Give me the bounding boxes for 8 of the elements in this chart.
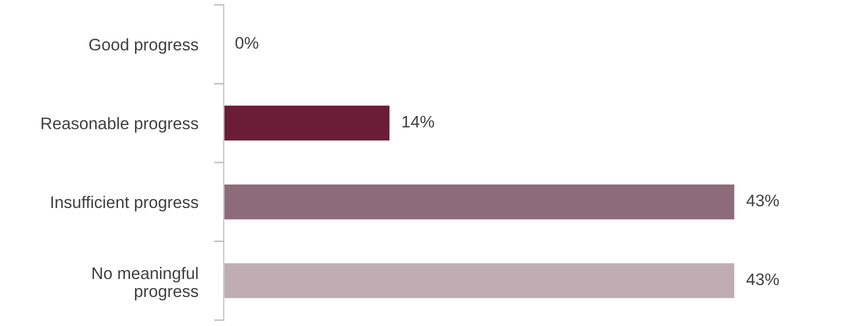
y-tick-label: No meaningful progress bbox=[92, 266, 198, 300]
y-tick-label: Reasonable progress bbox=[42, 117, 198, 133]
data-label: 14% bbox=[402, 116, 434, 128]
data-label: 0% bbox=[235, 36, 258, 49]
y-tick-label: Insufficient progress bbox=[51, 196, 198, 212]
data-label: 43% bbox=[746, 194, 779, 206]
y-tick-label: Good progress bbox=[89, 38, 198, 54]
data-label: 43% bbox=[746, 273, 779, 286]
